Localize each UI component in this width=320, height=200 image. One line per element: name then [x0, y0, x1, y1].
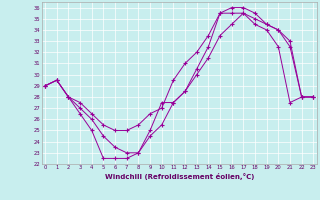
X-axis label: Windchill (Refroidissement éolien,°C): Windchill (Refroidissement éolien,°C) [105, 173, 254, 180]
